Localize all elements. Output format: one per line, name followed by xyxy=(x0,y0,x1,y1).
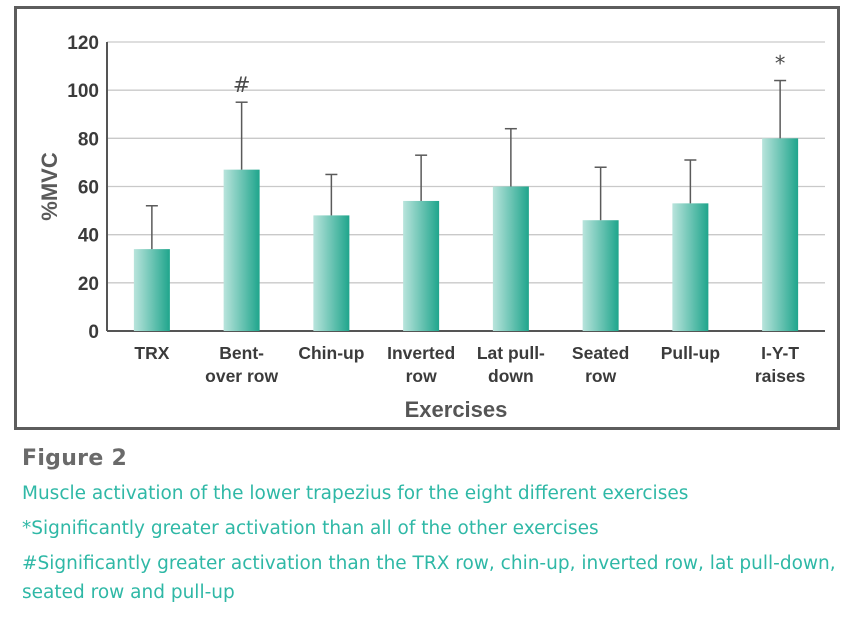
x-tick-label: Bent-over row xyxy=(205,343,278,386)
bar xyxy=(492,186,529,331)
y-tick-label: 80 xyxy=(78,129,99,150)
x-axis-labels: TRX Bent-over row Chin-up Inverted row Lat pu… xyxy=(134,343,805,386)
x-tick-label: TRX xyxy=(134,343,169,363)
bar xyxy=(582,220,619,331)
y-tick-label: 120 xyxy=(67,33,99,54)
figure-caption: Figure 2 Muscle activation of the lower … xyxy=(22,446,842,607)
bar xyxy=(672,203,709,331)
y-axis-ticks: 0 20 40 60 80 100 120 xyxy=(67,33,99,343)
x-tick-label: Pull-up xyxy=(661,343,720,363)
x-axis-title: Exercises xyxy=(405,397,508,422)
x-tick-label: Chin-up xyxy=(298,343,364,363)
x-tick-label: Lat pull-down xyxy=(477,343,545,386)
significance-marker: # xyxy=(233,73,251,97)
chart-frame: 0 20 40 60 80 100 120 # * TRX Bent-over row Chin-… xyxy=(14,6,840,430)
x-tick-label: Seated row xyxy=(572,343,629,386)
significance-markers: #* xyxy=(233,52,786,98)
caption-note-star: *Significantly greater activation than a… xyxy=(22,518,599,539)
bars xyxy=(133,138,799,331)
y-tick-label: 20 xyxy=(78,274,99,295)
caption-description: Muscle activation of the lower trapezius… xyxy=(22,483,689,504)
y-tick-label: 40 xyxy=(78,226,99,247)
y-tick-label: 100 xyxy=(67,81,99,102)
bar xyxy=(223,169,260,331)
y-tick-label: 60 xyxy=(78,178,99,199)
error-bars xyxy=(145,79,787,250)
caption-note-hash: #Significantly greater activation than t… xyxy=(22,553,836,603)
gridlines xyxy=(106,41,825,332)
x-tick-label: I-Y-T raises xyxy=(755,343,806,386)
bar xyxy=(403,200,440,331)
y-tick-label: 0 xyxy=(88,322,99,343)
figure-label: Figure 2 xyxy=(22,446,128,471)
bar xyxy=(313,215,350,331)
bar xyxy=(762,138,799,331)
x-tick-label: Inverted row xyxy=(387,343,455,386)
significance-marker: * xyxy=(775,52,786,76)
bar xyxy=(133,249,170,331)
y-axis-title: %MVC xyxy=(37,152,62,221)
